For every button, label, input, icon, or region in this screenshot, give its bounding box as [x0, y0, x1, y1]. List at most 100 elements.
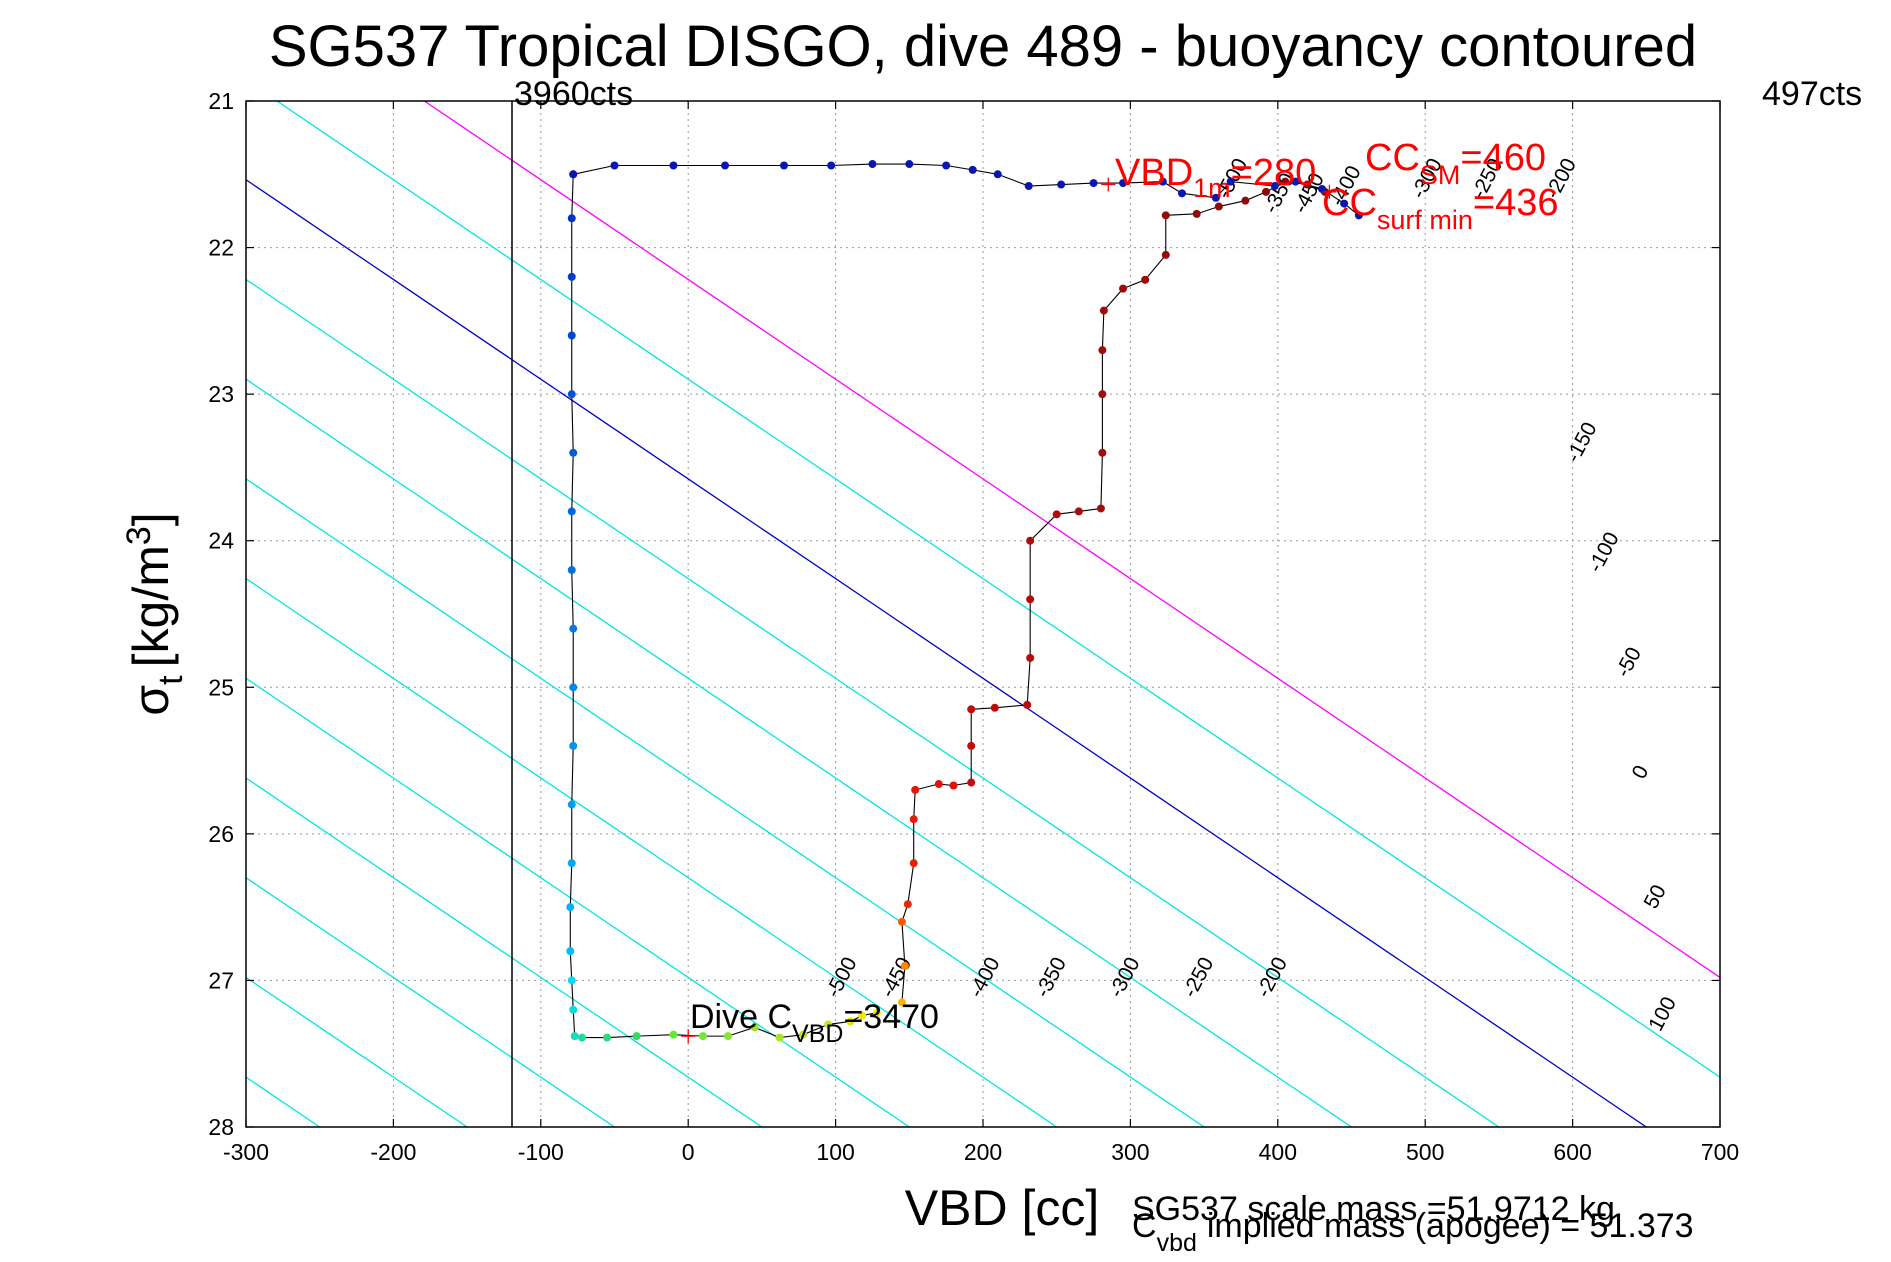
- climb-point: [1141, 275, 1150, 284]
- vbd-1m-main: VBD: [1115, 152, 1193, 194]
- surface-point: [1177, 189, 1186, 198]
- cc-sm-main: CC: [1365, 137, 1420, 179]
- climb-point: [967, 778, 976, 787]
- climb-point: [897, 917, 906, 926]
- dive-point: [570, 1032, 579, 1041]
- x-tick-label: -200: [370, 1139, 416, 1165]
- cc-surf-min-annotation: CCsurf min=436: [1322, 182, 1559, 235]
- cc-sm-sub: SM: [1420, 160, 1461, 190]
- dive-point: [567, 214, 576, 223]
- y-axis-label-units: [kg/m: [123, 545, 179, 667]
- cvbd-rest: implied mass (apogee) = 51.373: [1207, 1207, 1694, 1245]
- contour-line: [246, 478, 1205, 1127]
- dive-point: [567, 800, 576, 809]
- climb-point: [909, 859, 918, 868]
- climb-point: [1052, 510, 1061, 519]
- climb-point: [949, 781, 958, 790]
- dive-point: [567, 507, 576, 516]
- climb-point: [1241, 196, 1250, 205]
- dive-point: [872, 1008, 881, 1017]
- climb-point: [1098, 390, 1107, 399]
- contour-line: [246, 777, 763, 1127]
- dive-point: [603, 1033, 612, 1042]
- vbd-1m-value: =280: [1231, 152, 1317, 194]
- dive-cvbd-annotation: Dive CVBD=3470: [690, 998, 939, 1048]
- contour-line: [246, 677, 910, 1127]
- climb-point: [1192, 209, 1201, 218]
- climb-point: [1026, 595, 1035, 604]
- dive-point: [799, 1030, 808, 1039]
- chart-title: SG537 Tropical DISGO, dive 489 - buoyanc…: [269, 14, 1697, 79]
- surface-point: [1057, 180, 1066, 189]
- surface-point: [1119, 179, 1128, 188]
- dive-point: [567, 272, 576, 281]
- surface-point: [993, 170, 1002, 179]
- x-tick-label: 0: [682, 1139, 695, 1165]
- dive-point: [566, 903, 575, 912]
- surface-point: [942, 161, 951, 170]
- y-tick-label: 23: [208, 381, 234, 407]
- dive-c-sub: VBD: [792, 1020, 843, 1048]
- x-tick-label: -300: [223, 1139, 269, 1165]
- climb-point: [1303, 180, 1312, 189]
- surface-point: [780, 161, 789, 170]
- surface-point: [721, 161, 730, 170]
- y-tick-label: 27: [208, 967, 234, 993]
- surface-point: [827, 161, 836, 170]
- surface-point: [610, 161, 619, 170]
- climb-point: [1096, 504, 1105, 513]
- y-axis-label-close: ]: [123, 512, 179, 526]
- cvbd-main: C: [1132, 1207, 1157, 1245]
- climb-point: [1281, 177, 1290, 186]
- surface-point: [868, 160, 877, 169]
- dive-point: [567, 390, 576, 399]
- x-tick-label: 500: [1406, 1139, 1444, 1165]
- climb-point: [900, 961, 909, 970]
- plot-area: [246, 101, 1720, 1127]
- y-axis-label-superscript: 3: [120, 526, 158, 545]
- climb-point: [1119, 284, 1128, 293]
- x-tick-label: 700: [1701, 1139, 1739, 1165]
- surface-point: [1024, 182, 1033, 191]
- climb-point: [1099, 306, 1108, 315]
- x-tick-label: 100: [816, 1139, 854, 1165]
- surface-point: [1226, 177, 1235, 186]
- surface-point: [1318, 184, 1327, 193]
- dive-point: [775, 1033, 784, 1042]
- x-tick-label: 300: [1111, 1139, 1149, 1165]
- climb-point: [1074, 507, 1083, 516]
- corner-counts-label: 497cts: [1762, 75, 1862, 113]
- dive-point: [569, 683, 578, 692]
- cc-surf-main: CC: [1322, 182, 1377, 224]
- climb-point: [1026, 536, 1035, 545]
- x-tick-label: 600: [1553, 1139, 1591, 1165]
- y-ticks: 21 22 23 24 25 26 27 28: [208, 88, 1720, 1140]
- climb-point: [909, 815, 918, 824]
- climb-point: [967, 741, 976, 750]
- contour-line: [246, 577, 1058, 1127]
- dive-point: [750, 1023, 759, 1032]
- dive-c-value: =3470: [843, 998, 939, 1036]
- climb-point: [897, 998, 906, 1007]
- x-tick-label: -100: [518, 1139, 564, 1165]
- dive-point: [567, 331, 576, 340]
- y-tick-label: 22: [208, 235, 234, 261]
- cc-sm-value: =460: [1460, 137, 1546, 179]
- dive-point: [669, 1030, 678, 1039]
- implied-mass-note: Cvbd implied mass (apogee) = 51.373: [1132, 1207, 1694, 1257]
- surface-point: [1354, 211, 1363, 220]
- cc-surf-value: =436: [1473, 182, 1559, 224]
- climb-point: [1098, 346, 1107, 355]
- x-tick-label: 400: [1259, 1139, 1297, 1165]
- surface-point: [1158, 177, 1167, 186]
- dive-point: [698, 1032, 707, 1041]
- climb-point: [1161, 211, 1170, 220]
- climb-point: [1023, 700, 1032, 709]
- y-tick-label: 24: [208, 528, 234, 554]
- surface-point: [669, 161, 678, 170]
- climb-point: [1161, 250, 1170, 259]
- contour-line: [246, 378, 1352, 1127]
- surface-point: [905, 160, 914, 169]
- vbd-limit-label: 3960cts: [514, 75, 633, 113]
- contour-line: [276, 101, 1720, 1078]
